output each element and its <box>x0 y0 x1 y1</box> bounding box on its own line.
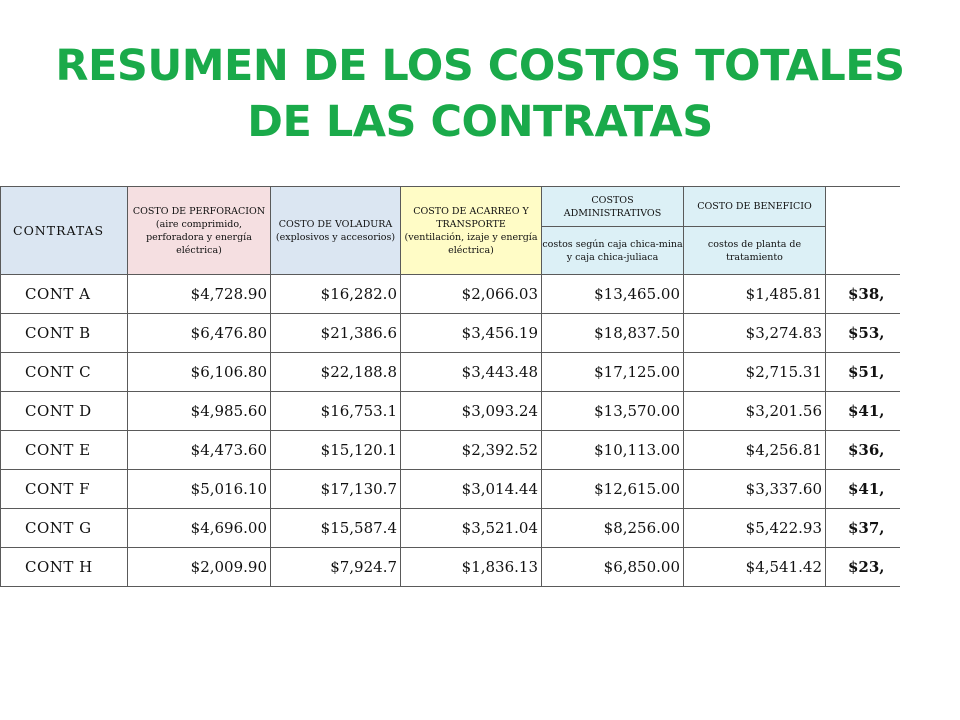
cell-acarreo: $3,093.24 <box>400 391 542 431</box>
cell-beneficio: $4,541.42 <box>683 547 826 587</box>
cell-administrativos: $13,465.00 <box>541 274 684 314</box>
header-administrativos: COSTOS ADMINISTRATIVOS <box>541 186 684 227</box>
cell-total: $37, <box>825 508 900 548</box>
header-voladura-main: COSTO DE VOLADURA <box>278 218 393 230</box>
cell-contrata: CONT F <box>0 469 128 509</box>
header-voladura-detail: (explosivos y accesorios) <box>275 231 396 243</box>
cell-administrativos: $13,570.00 <box>541 391 684 431</box>
header-acarreo-detail: (ventilación, izaje y energía eléctrica) <box>404 231 538 256</box>
cell-perforacion: $6,476.80 <box>127 313 271 353</box>
header-beneficio: COSTO DE BENEFICIO <box>683 186 826 227</box>
cell-acarreo: $3,521.04 <box>400 508 542 548</box>
cell-perforacion: $4,985.60 <box>127 391 271 431</box>
table-row: CONT D $4,985.60 $16,753.1 $3,093.24 $13… <box>0 391 900 431</box>
cell-voladura: $15,120.1 <box>270 430 401 470</box>
cell-perforacion: $4,473.60 <box>127 430 271 470</box>
cell-acarreo: $2,392.52 <box>400 430 542 470</box>
cell-beneficio: $2,715.31 <box>683 352 826 392</box>
cell-total: $41, <box>825 391 900 431</box>
table-row: CONT H $2,009.90 $7,924.7 $1,836.13 $6,8… <box>0 547 900 587</box>
table-row: CONT A $4,728.90 $16,282.0 $2,066.03 $13… <box>0 274 900 314</box>
cell-contrata: CONT H <box>0 547 128 587</box>
page-title: RESUMEN DE LOS COSTOS TOTALES DE LAS CON… <box>0 38 960 150</box>
cell-perforacion: $2,009.90 <box>127 547 271 587</box>
cell-total: $38, <box>825 274 900 314</box>
cell-beneficio: $4,256.81 <box>683 430 826 470</box>
title-line-2: DE LAS CONTRATAS <box>247 97 713 147</box>
cell-voladura: $22,188.8 <box>270 352 401 392</box>
cell-voladura: $16,753.1 <box>270 391 401 431</box>
cell-contrata: CONT A <box>0 274 128 314</box>
cell-contrata: CONT D <box>0 391 128 431</box>
header-total: TO <box>825 186 900 275</box>
cell-acarreo: $3,456.19 <box>400 313 542 353</box>
cell-administrativos: $6,850.00 <box>541 547 684 587</box>
table-header: CONTRATAS COSTO DE PERFORACION (aire com… <box>0 186 900 275</box>
table-row: CONT F $5,016.10 $17,130.7 $3,014.44 $12… <box>0 469 900 509</box>
cell-contrata: CONT G <box>0 508 128 548</box>
cell-voladura: $15,587.4 <box>270 508 401 548</box>
cell-voladura: $16,282.0 <box>270 274 401 314</box>
cell-perforacion: $4,728.90 <box>127 274 271 314</box>
table-row: CONT E $4,473.60 $15,120.1 $2,392.52 $10… <box>0 430 900 470</box>
cell-acarreo: $1,836.13 <box>400 547 542 587</box>
cell-acarreo: $3,443.48 <box>400 352 542 392</box>
cell-administrativos: $12,615.00 <box>541 469 684 509</box>
cell-voladura: $7,924.7 <box>270 547 401 587</box>
cell-administrativos: $8,256.00 <box>541 508 684 548</box>
cell-total: $23, <box>825 547 900 587</box>
cell-administrativos: $18,837.50 <box>541 313 684 353</box>
cell-contrata: CONT E <box>0 430 128 470</box>
cell-total: $53, <box>825 313 900 353</box>
cell-administrativos: $10,113.00 <box>541 430 684 470</box>
cell-voladura: $21,386.6 <box>270 313 401 353</box>
table-row: CONT G $4,696.00 $15,587.4 $3,521.04 $8,… <box>0 508 900 548</box>
header-contratas: CONTRATAS <box>0 186 128 275</box>
cell-beneficio: $3,274.83 <box>683 313 826 353</box>
cell-perforacion: $5,016.10 <box>127 469 271 509</box>
cell-contrata: CONT C <box>0 352 128 392</box>
table-body: CONT A $4,728.90 $16,282.0 $2,066.03 $13… <box>0 274 900 587</box>
cell-perforacion: $4,696.00 <box>127 508 271 548</box>
header-perforacion-main: COSTO DE PERFORACION <box>132 205 266 217</box>
header-administrativos-sub: costos según caja chica-mina y caja chic… <box>541 226 684 275</box>
table-row: CONT B $6,476.80 $21,386.6 $3,456.19 $18… <box>0 313 900 353</box>
cell-administrativos: $17,125.00 <box>541 352 684 392</box>
cell-beneficio: $5,422.93 <box>683 508 826 548</box>
costs-table: CONTRATAS COSTO DE PERFORACION (aire com… <box>0 186 900 587</box>
header-total-label: TO <box>848 224 900 237</box>
header-perforacion-detail: (aire comprimido, perforadora y energía … <box>146 218 252 256</box>
costs-table-container: CONTRATAS COSTO DE PERFORACION (aire com… <box>0 186 900 592</box>
cell-beneficio: $1,485.81 <box>683 274 826 314</box>
header-acarreo-main: COSTO DE ACARREO Y TRANSPORTE <box>413 205 529 230</box>
cell-beneficio: $3,337.60 <box>683 469 826 509</box>
cell-contrata: CONT B <box>0 313 128 353</box>
cell-total: $51, <box>825 352 900 392</box>
header-perforacion: COSTO DE PERFORACION (aire comprimido, p… <box>127 186 271 275</box>
header-acarreo: COSTO DE ACARREO Y TRANSPORTE (ventilaci… <box>400 186 542 275</box>
cell-acarreo: $3,014.44 <box>400 469 542 509</box>
cell-total: $41, <box>825 469 900 509</box>
cell-acarreo: $2,066.03 <box>400 274 542 314</box>
cell-perforacion: $6,106.80 <box>127 352 271 392</box>
cell-voladura: $17,130.7 <box>270 469 401 509</box>
title-line-1: RESUMEN DE LOS COSTOS TOTALES <box>55 41 905 91</box>
cell-total: $36, <box>825 430 900 470</box>
header-beneficio-sub: costos de planta de tratamiento <box>683 226 826 275</box>
table-row: CONT C $6,106.80 $22,188.8 $3,443.48 $17… <box>0 352 900 392</box>
cell-beneficio: $3,201.56 <box>683 391 826 431</box>
header-voladura: COSTO DE VOLADURA (explosivos y accesori… <box>270 186 401 275</box>
